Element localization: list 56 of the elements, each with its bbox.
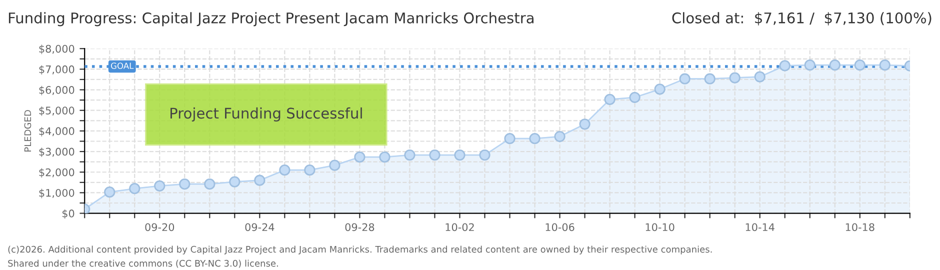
point [504,133,516,144]
point [654,84,666,95]
point [804,60,816,71]
point [554,130,566,142]
point [229,176,240,188]
point [629,92,640,103]
x-tick-label: 09-20 [145,223,174,232]
y-tick-label: $3,000 [39,148,74,158]
point [679,73,690,84]
y-tick-label: $6,000 [39,86,74,96]
point [879,60,890,71]
ref-line-label: GOAL [110,62,134,69]
point [279,164,290,176]
point [329,160,340,171]
point [179,178,190,190]
y-axis-title: PLEDGED [24,110,32,152]
y-tick-label: $0 [62,209,74,219]
point [729,72,740,84]
point [129,183,140,194]
point [379,152,390,163]
point [304,164,316,176]
point [604,94,616,106]
point [779,60,790,72]
point [254,174,266,186]
x-tick-label: 10-14 [746,223,774,232]
point [404,149,416,161]
point [204,178,216,190]
point [529,133,540,144]
text: Shared under the creative commons (CC BY-NC 3.0) license. [8,260,278,268]
point [829,60,840,71]
point [454,149,466,161]
x-tick-label: 09-24 [245,223,274,232]
x-tick-label: 09-28 [345,223,374,232]
point [704,73,716,84]
chart-title: Funding Progress: Capital Jazz Project Present Jacam Manricks Orchestra [8,12,534,26]
y-tick-label: $4,000 [39,126,74,136]
point [854,60,866,71]
point [104,186,116,198]
point [154,180,166,192]
point [479,149,490,161]
y-tick-label: $8,000 [39,44,74,54]
point [354,152,366,163]
y-tick-label: $2,000 [39,168,74,178]
text: (c)2026. Additional content provided by Capital Jazz Project and Jacam Manricks. Trademarks and related content are owned by their respective companies. [8,246,712,254]
x-tick-label: 10-10 [646,223,674,232]
point [754,71,766,82]
point [429,149,440,161]
x-tick-label: 10-06 [546,223,574,232]
y-tick-label: $5,000 [39,106,74,116]
chart-subtitle: Closed at: $7,161 / $7,130 (100%) [672,12,932,26]
y-tick-label: $1,000 [39,188,74,198]
y-tick-label: $7,000 [39,65,74,75]
annotation: Project Funding Successful [170,107,362,122]
x-tick-label: 10-18 [846,223,874,232]
point [579,118,590,130]
x-tick-label: 10-02 [446,223,474,232]
